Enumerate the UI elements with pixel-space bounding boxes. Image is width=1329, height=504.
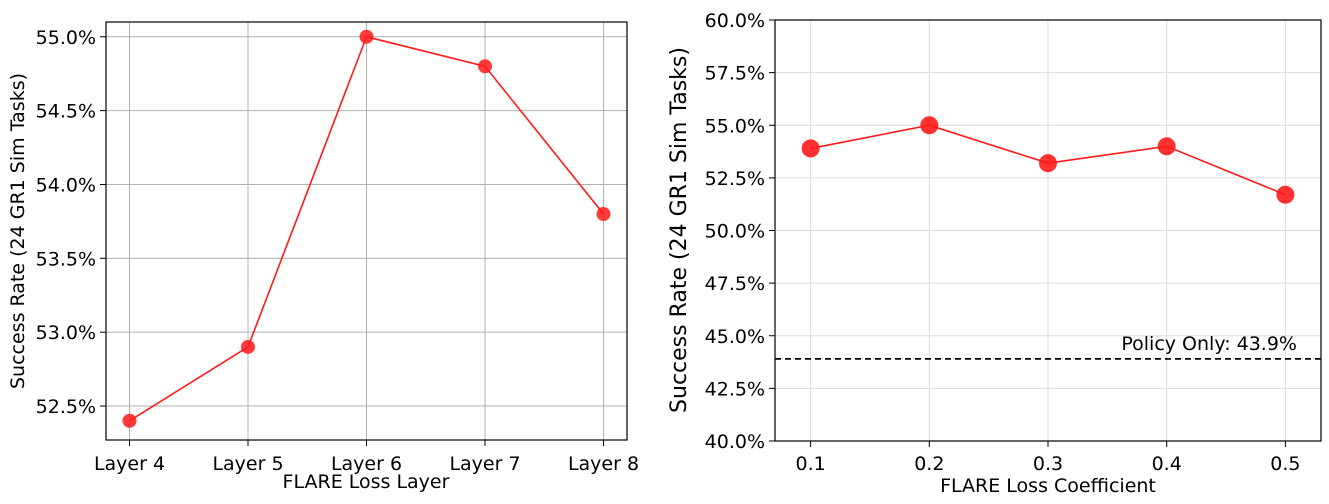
coefficient-chart-data-point bbox=[1039, 154, 1057, 173]
layer-chart-data-point bbox=[122, 413, 137, 428]
coefficient-chart-data-point bbox=[801, 139, 820, 158]
coefficient-chart-y-tick-label: 47.5% bbox=[705, 273, 765, 295]
coefficient-chart-data-point bbox=[920, 116, 939, 135]
coefficient-chart-y-tick-label: 50.0% bbox=[705, 221, 765, 243]
layer-chart-x-tick-label: Layer 5 bbox=[212, 453, 283, 475]
coefficient-chart-x-axis-label: FLARE Loss Coefficient bbox=[940, 475, 1156, 497]
policy-only-baseline-label: Policy Only: 43.9% bbox=[1121, 333, 1297, 355]
layer-chart-x-tick-label: Layer 7 bbox=[449, 453, 520, 475]
coefficient-chart-baseline: Policy Only: 43.9% bbox=[775, 333, 1321, 360]
layer-chart: Layer 4 Layer 5 Layer 6 Layer 7 Layer 8 52.5… bbox=[7, 21, 639, 493]
coefficient-chart-x-tick-label: 0.5 bbox=[1270, 453, 1300, 475]
coefficient-chart-points bbox=[801, 116, 1295, 204]
coefficient-chart-y-axis-label: Success Rate (24 GR1 Sim Tasks) bbox=[667, 47, 692, 413]
layer-chart-x-tick-label: Layer 6 bbox=[331, 453, 402, 475]
coefficient-chart-x-ticks: 0.1 0.2 0.3 0.4 0.5 bbox=[795, 441, 1301, 475]
layer-chart-y-ticks: 52.5% 53.0% 53.5% 54.0% 54.5% 55.0% bbox=[36, 27, 106, 418]
layer-chart-y-tick-label: 53.5% bbox=[36, 248, 96, 270]
coefficient-chart-y-tick-label: 60.0% bbox=[705, 10, 765, 32]
layer-chart-x-tick-label: Layer 4 bbox=[94, 453, 165, 475]
coefficient-chart-data-point bbox=[1276, 185, 1295, 204]
coefficient-chart-y-tick-label: 55.0% bbox=[705, 115, 765, 137]
layer-chart-x-axis-label: FLARE Loss Layer bbox=[283, 471, 450, 493]
layer-chart-data-point bbox=[478, 59, 492, 74]
coefficient-chart-y-ticks: 40.0% 42.5% 45.0% 47.5% 50.0% 52.5% 55.0% 57.5%… bbox=[705, 10, 775, 453]
layer-chart-y-axis-label: Success Rate (24 GR1 Sim Tasks) bbox=[7, 73, 29, 389]
layer-chart-x-ticks: Layer 4 Layer 5 Layer 6 Layer 7 Layer 8 bbox=[94, 440, 639, 475]
layer-chart-points bbox=[122, 29, 611, 428]
coefficient-chart-x-tick-label: 0.2 bbox=[914, 453, 944, 475]
coefficient-chart-x-tick-label: 0.1 bbox=[795, 453, 825, 475]
coefficient-chart-y-tick-label: 52.5% bbox=[705, 168, 765, 190]
layer-chart-x-tick-label: Layer 8 bbox=[568, 453, 639, 475]
layer-chart-data-point bbox=[241, 339, 255, 354]
layer-chart-grid bbox=[106, 22, 627, 440]
layer-chart-data-point bbox=[596, 207, 611, 222]
coefficient-chart-y-tick-label: 42.5% bbox=[705, 378, 765, 400]
coefficient-chart-grid bbox=[775, 19, 1321, 442]
layer-chart-y-tick-label: 55.0% bbox=[36, 27, 96, 49]
layer-chart-y-tick-label: 54.5% bbox=[36, 101, 96, 123]
coefficient-chart-y-tick-label: 45.0% bbox=[705, 326, 765, 348]
coefficient-chart-x-tick-label: 0.4 bbox=[1152, 453, 1182, 475]
layer-chart-y-tick-label: 54.0% bbox=[36, 174, 96, 196]
layer-chart-y-tick-label: 52.5% bbox=[36, 396, 96, 418]
layer-chart-data-point bbox=[359, 29, 374, 44]
coefficient-chart-y-tick-label: 57.5% bbox=[705, 63, 765, 85]
layer-chart-y-tick-label: 53.0% bbox=[36, 322, 96, 344]
coefficient-chart-data-point bbox=[1157, 137, 1176, 156]
coefficient-chart-y-tick-label: 40.0% bbox=[705, 431, 765, 453]
coefficient-chart: Policy Only: 43.9% 0.1 0.2 0.3 0.4 0.5 40.0%… bbox=[667, 10, 1322, 497]
coefficient-chart-x-tick-label: 0.3 bbox=[1033, 453, 1063, 475]
